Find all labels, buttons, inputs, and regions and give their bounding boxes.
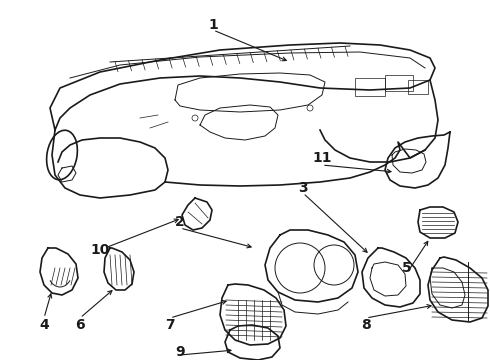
Text: 4: 4 [39, 318, 49, 332]
Text: 3: 3 [298, 181, 308, 195]
Text: 6: 6 [75, 318, 85, 332]
Bar [355, 78, 385, 96]
Bar [408, 80, 428, 94]
Text: 11: 11 [312, 151, 332, 165]
Text: 5: 5 [402, 261, 412, 275]
Text: 8: 8 [361, 318, 371, 332]
Bar [385, 75, 413, 91]
Text: 1: 1 [208, 18, 218, 32]
Text: 7: 7 [165, 318, 175, 332]
Text: 9: 9 [175, 345, 185, 359]
Text: 10: 10 [90, 243, 110, 257]
Text: 2: 2 [175, 215, 185, 229]
